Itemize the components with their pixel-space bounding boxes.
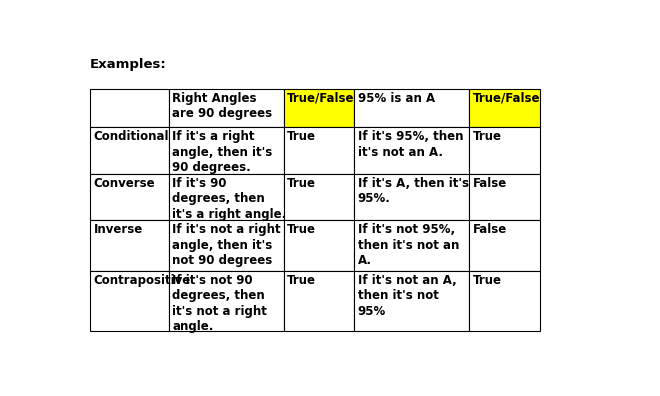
Text: True/False: True/False: [287, 92, 355, 105]
Bar: [284, 174, 354, 220]
Text: Contrapositive: Contrapositive: [94, 274, 191, 287]
Text: If it's not 95%,
then it's not an
A.: If it's not 95%, then it's not an A.: [358, 223, 459, 267]
Text: If it's not a right
angle, then it's
not 90 degrees: If it's not a right angle, then it's not…: [172, 223, 280, 267]
Bar: [354, 89, 469, 127]
Bar: [469, 174, 540, 220]
Bar: [354, 127, 469, 174]
Text: False: False: [473, 223, 507, 236]
Bar: [168, 89, 284, 127]
Bar: [284, 127, 354, 174]
Bar: [354, 174, 469, 220]
Bar: [284, 220, 354, 271]
Bar: [469, 220, 540, 271]
Bar: [90, 174, 168, 220]
Bar: [168, 220, 284, 271]
Text: Right Angles
are 90 degrees: Right Angles are 90 degrees: [172, 92, 273, 120]
Bar: [354, 271, 469, 331]
Text: True: True: [287, 130, 316, 143]
Text: True: True: [473, 130, 502, 143]
Text: True/False: True/False: [473, 92, 541, 105]
Text: Converse: Converse: [94, 177, 155, 190]
Bar: [168, 271, 284, 331]
Text: If it's A, then it's
95%.: If it's A, then it's 95%.: [358, 177, 469, 205]
Text: Inverse: Inverse: [94, 223, 143, 236]
Bar: [469, 271, 540, 331]
Bar: [284, 89, 354, 127]
Text: If it's 90
degrees, then
it's a right angle.: If it's 90 degrees, then it's a right an…: [172, 177, 286, 221]
Text: If it's not 90
degrees, then
it's not a right
angle.: If it's not 90 degrees, then it's not a …: [172, 274, 267, 333]
Text: If it's not an A,
then it's not
95%: If it's not an A, then it's not 95%: [358, 274, 457, 318]
Bar: [90, 89, 168, 127]
Bar: [168, 127, 284, 174]
Text: False: False: [473, 177, 507, 190]
Bar: [354, 220, 469, 271]
Bar: [469, 89, 540, 127]
Text: If it's a right
angle, then it's
90 degrees.: If it's a right angle, then it's 90 degr…: [172, 130, 273, 174]
Bar: [469, 127, 540, 174]
Text: True: True: [473, 274, 502, 287]
Text: True: True: [287, 177, 316, 190]
Bar: [284, 271, 354, 331]
Text: Examples:: Examples:: [90, 58, 167, 71]
Text: True: True: [287, 223, 316, 236]
Text: If it's 95%, then
it's not an A.: If it's 95%, then it's not an A.: [358, 130, 463, 158]
Bar: [90, 220, 168, 271]
Text: 95% is an A: 95% is an A: [358, 92, 435, 105]
Text: True: True: [287, 274, 316, 287]
Bar: [90, 271, 168, 331]
Text: Conditional: Conditional: [94, 130, 169, 143]
Bar: [168, 174, 284, 220]
Bar: [90, 127, 168, 174]
